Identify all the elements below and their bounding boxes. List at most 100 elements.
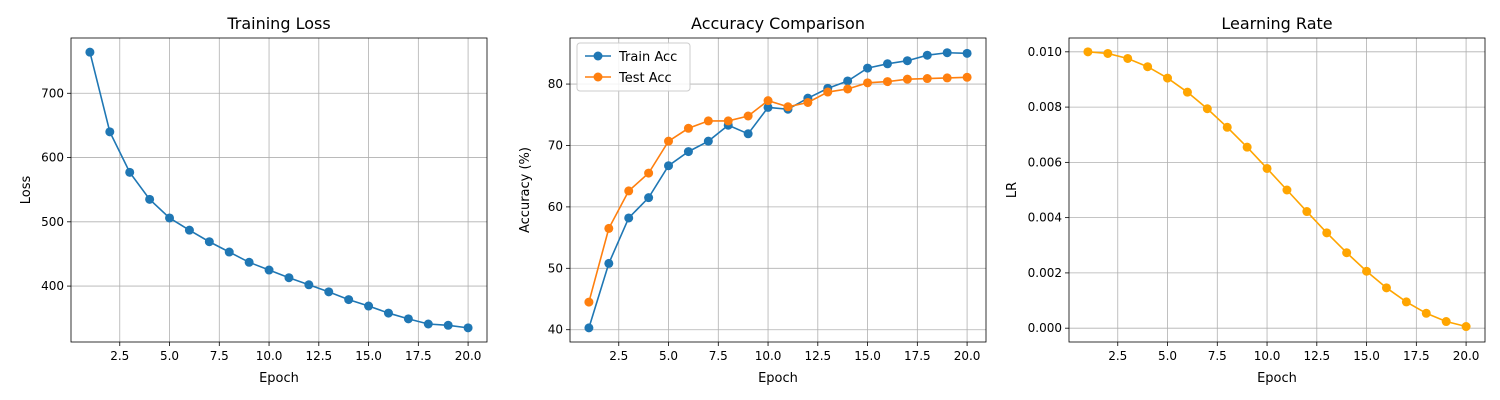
x-tick-label: 2.5 [1108, 349, 1127, 363]
data-point [383, 308, 393, 318]
data-point [843, 84, 853, 94]
data-point [324, 287, 334, 297]
x-tick-label: 17.5 [1403, 349, 1430, 363]
y-tick-label: 600 [41, 151, 64, 165]
y-tick-label: 70 [548, 138, 563, 152]
data-point [403, 314, 413, 324]
legend-label: Train Acc [618, 50, 677, 65]
x-tick-label: 12.5 [305, 349, 332, 363]
data-point [584, 297, 594, 307]
data-point [1401, 297, 1411, 307]
x-tick-label: 12.5 [1303, 349, 1330, 363]
data-point [1262, 163, 1272, 173]
y-tick-label: 60 [548, 200, 563, 214]
data-point [145, 194, 155, 204]
data-point [1202, 104, 1212, 114]
data-point [763, 96, 773, 106]
x-axis-label: Epoch [259, 371, 299, 386]
x-tick-label: 10.0 [755, 349, 782, 363]
data-point [105, 127, 115, 137]
data-point [1242, 142, 1252, 152]
y-axis-label: LR [1005, 182, 1020, 198]
data-point [803, 97, 813, 107]
chart-panel-1: 2.5 5.0 7.5 10.0 12.5 15.0 17.5 20.0 400 500 600 70… [19, 14, 488, 386]
data-point [204, 237, 214, 247]
data-point [942, 48, 952, 58]
data-point [443, 320, 453, 330]
data-point [184, 225, 194, 235]
data-point [644, 193, 654, 203]
plot-frame [569, 37, 987, 343]
legend-box [576, 42, 691, 92]
x-tick-label: 2.5 [609, 349, 628, 363]
data-point [423, 319, 433, 329]
x-tick-label: 7.5 [709, 349, 728, 363]
data-point [1163, 73, 1173, 83]
data-point [1441, 317, 1451, 327]
x-tick-label: 15.0 [1353, 349, 1380, 363]
data-point [1302, 207, 1312, 217]
data-point [1083, 47, 1093, 57]
data-point [85, 47, 95, 57]
x-tick-label: 20.0 [455, 349, 482, 363]
data-point [624, 186, 634, 196]
data-point [1362, 266, 1372, 276]
data-point [902, 56, 912, 66]
data-point [584, 323, 594, 333]
data-point [463, 323, 473, 333]
chart-panel-2: 2.5 5.0 7.5 10.0 12.5 15.0 17.5 20.0 40 50 60 70 80 A… [518, 14, 987, 386]
x-tick-label: 20.0 [1453, 349, 1480, 363]
x-axis-label: Epoch [1257, 371, 1297, 386]
data-point [743, 129, 753, 139]
data-point [244, 257, 254, 267]
data-point [882, 59, 892, 69]
y-tick-label: 0.004 [1028, 211, 1062, 225]
data-point [962, 48, 972, 58]
y-tick-label: 40 [548, 323, 563, 337]
data-point [1103, 48, 1113, 58]
x-tick-label: 12.5 [804, 349, 831, 363]
y-tick-label: 400 [41, 279, 64, 293]
y-tick-label: 0.010 [1028, 45, 1062, 59]
data-point [264, 265, 274, 275]
legend-label: Test Acc [618, 71, 672, 86]
data-point [882, 77, 892, 87]
data-point [1421, 308, 1431, 318]
data-point [1322, 228, 1332, 238]
data-point [344, 295, 354, 305]
y-tick-label: 500 [41, 215, 64, 229]
y-axis-label: Accuracy (%) [518, 147, 533, 233]
legend-marker [593, 51, 603, 61]
data-point [364, 301, 374, 311]
data-point [1182, 87, 1192, 97]
data-point [165, 213, 175, 223]
data-point [922, 74, 932, 84]
y-tick-label: 0.006 [1028, 155, 1062, 169]
chart-title: Training Loss [226, 14, 330, 33]
data-point [942, 73, 952, 83]
data-point [304, 280, 314, 290]
plot-frame [70, 37, 488, 343]
data-point [1282, 185, 1292, 195]
data-point [1143, 62, 1153, 72]
data-point [1381, 283, 1391, 293]
legend-marker [593, 72, 603, 82]
data-point [284, 273, 294, 283]
y-tick-label: 700 [41, 86, 64, 100]
y-tick-label: 80 [548, 77, 563, 91]
x-tick-label: 7.5 [1208, 349, 1227, 363]
y-tick-label: 50 [548, 261, 563, 275]
x-tick-label: 17.5 [405, 349, 432, 363]
plot-frame [1068, 37, 1486, 343]
chart-title: Accuracy Comparison [691, 14, 865, 33]
data-point [683, 147, 693, 157]
x-tick-label: 15.0 [854, 349, 881, 363]
x-tick-label: 7.5 [210, 349, 229, 363]
data-point [783, 102, 793, 112]
data-point [962, 72, 972, 82]
data-point [703, 136, 713, 146]
data-point [823, 87, 833, 97]
data-point [902, 74, 912, 84]
data-point [723, 116, 733, 126]
